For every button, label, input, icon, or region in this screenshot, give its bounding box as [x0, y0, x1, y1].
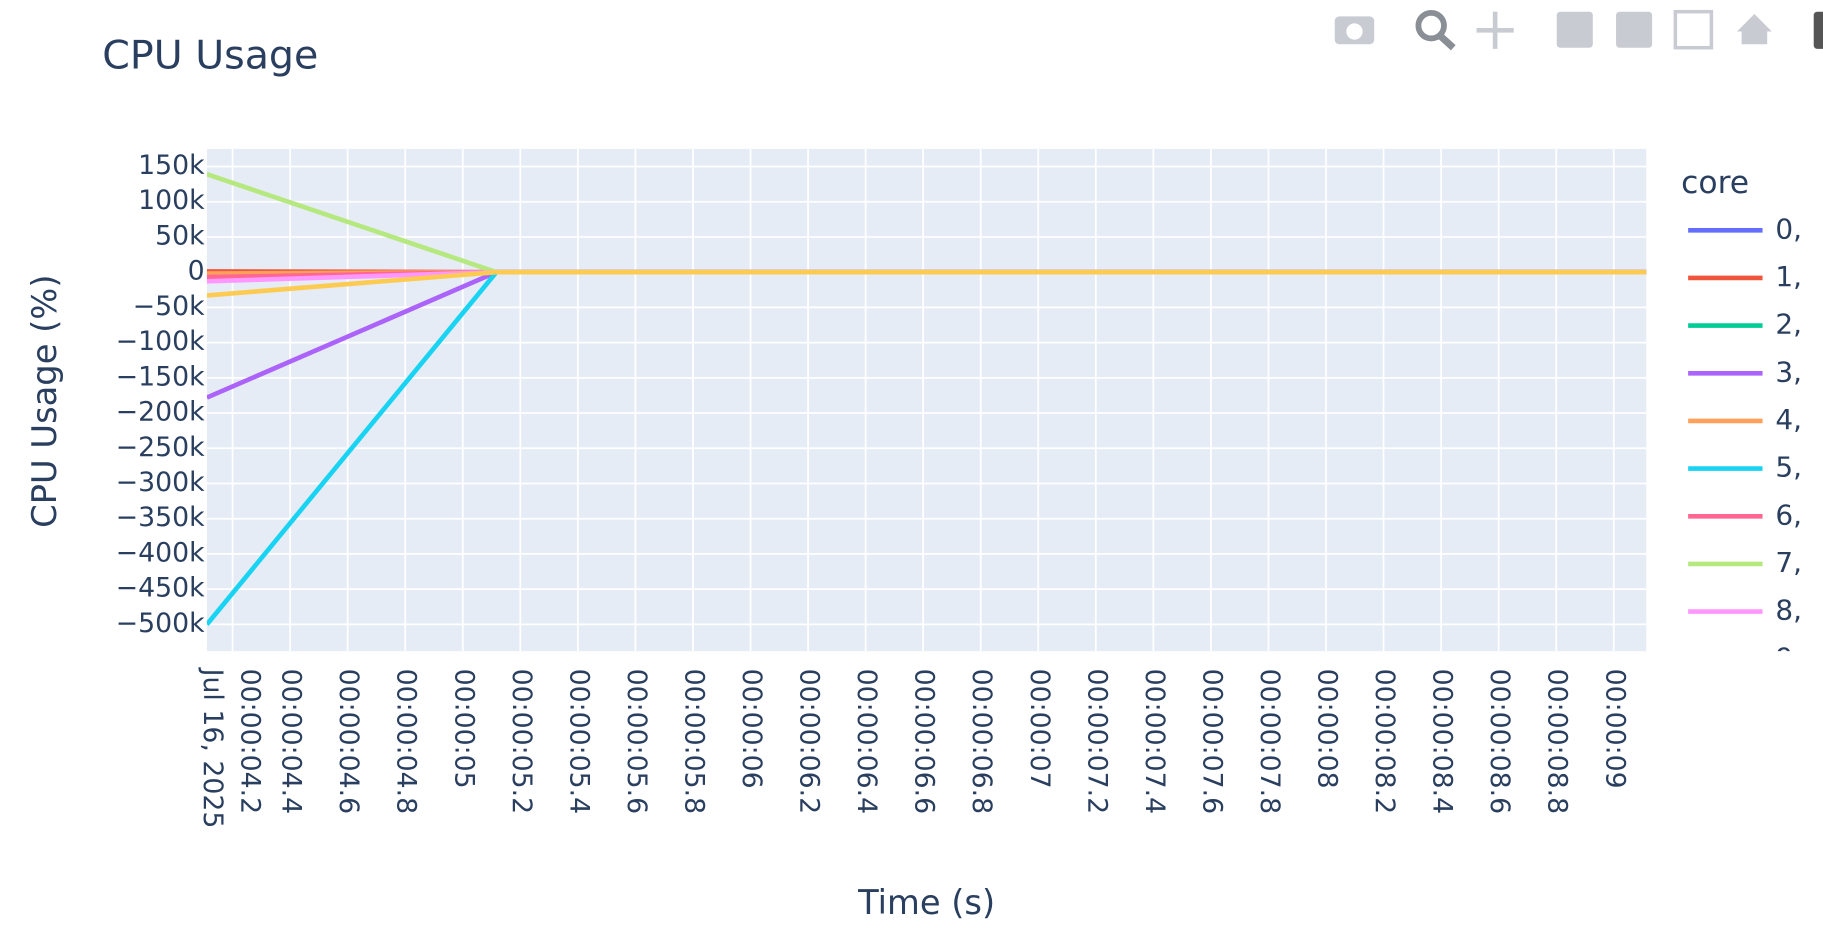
x-axis-title: Time (s) — [857, 883, 995, 922]
legend-label: 1, — [1775, 260, 1802, 293]
x-tick-label: 00:00:04.8 — [391, 669, 422, 815]
x-tick-label: 00:00:07.4 — [1139, 669, 1170, 815]
plot-area — [206, 148, 1647, 652]
y-tick-label: −150k — [116, 361, 205, 392]
x-tick-label: 00:00:04.6 — [333, 669, 364, 815]
x-tick-label: 00:00:08.8 — [1542, 669, 1573, 815]
legend-title: core — [1681, 165, 1749, 201]
x-tick-label: 00:00:07.2 — [1081, 669, 1112, 815]
x-tick-label: 00:00:05 — [448, 669, 479, 789]
chart-title: CPU Usage — [102, 33, 318, 79]
pan-button[interactable] — [1476, 11, 1514, 49]
legend-label: 4, — [1775, 403, 1802, 436]
legend-label: 5, — [1775, 451, 1802, 484]
x-tick-label: 00:00:06.4 — [851, 669, 882, 815]
legend-label: 9, — [1775, 641, 1802, 674]
y-tick-label: −350k — [116, 502, 205, 533]
legend-label: 0, — [1775, 212, 1802, 245]
legend-label: 3, — [1775, 355, 1802, 388]
zoom-out-button[interactable] — [1616, 11, 1653, 48]
y-tick-label: −400k — [116, 537, 205, 568]
y-tick-label: −250k — [116, 432, 205, 463]
y-tick-label: −500k — [116, 608, 205, 639]
x-tick-label: 00:00:05.8 — [678, 669, 709, 815]
y-axis-title: CPU Usage (%) — [25, 275, 64, 528]
x-tick-label: 00:00:06.8 — [966, 669, 997, 815]
y-tick-label: −100k — [116, 326, 205, 357]
legend-label: 8, — [1775, 594, 1802, 627]
plotly-logo[interactable] — [1813, 11, 1823, 49]
y-tick-label: 50k — [155, 220, 205, 251]
x-date-label: Jul 16, 2025 — [197, 667, 228, 829]
x-tick-label: 00:00:08.2 — [1369, 669, 1400, 815]
zoom-button[interactable] — [1415, 9, 1456, 51]
legend-label: 2, — [1775, 308, 1802, 341]
y-tick-label: 100k — [138, 185, 205, 216]
x-tick-label: 00:00:06.6 — [909, 669, 940, 815]
x-tick-label: 00:00:05.2 — [506, 669, 537, 815]
legend-label: 7, — [1775, 546, 1802, 579]
legend-label: 6, — [1775, 498, 1802, 531]
y-tick-label: 0 — [188, 256, 205, 287]
x-tick-label: 00:00:05.4 — [563, 669, 594, 815]
y-tick-label: −200k — [116, 397, 205, 428]
y-tick-label: −450k — [116, 573, 205, 604]
reset-button[interactable] — [1736, 14, 1772, 45]
x-tick-label: 00:00:07 — [1024, 669, 1055, 789]
x-tick-label: 00:00:08.4 — [1427, 669, 1458, 815]
zoom-in-button[interactable] — [1556, 11, 1593, 48]
x-tick-label: 00:00:09 — [1599, 669, 1630, 789]
x-tick-label: 00:00:08.6 — [1484, 669, 1515, 815]
x-tick-label: 00:00:08 — [1312, 669, 1343, 789]
x-tick-label: 00:00:04.4 — [276, 669, 307, 815]
series-line — [206, 269, 1647, 298]
x-tick-label: 00:00:07.8 — [1254, 669, 1285, 815]
x-tick-label: 00:00:06.2 — [794, 669, 825, 815]
camera-button[interactable] — [1334, 16, 1375, 45]
x-tick-label: 00:00:05.6 — [621, 669, 652, 815]
modebar — [1334, 9, 1823, 51]
y-tick-label: −50k — [133, 291, 205, 322]
x-tick-label: 00:00:04.2 — [234, 669, 265, 815]
autoscale-button[interactable] — [1673, 9, 1714, 50]
x-tick-label: 00:00:07.6 — [1196, 669, 1227, 815]
y-tick-label: −300k — [116, 467, 205, 498]
y-tick-label: 150k — [138, 150, 205, 181]
x-tick-label: 00:00:06 — [736, 669, 767, 789]
